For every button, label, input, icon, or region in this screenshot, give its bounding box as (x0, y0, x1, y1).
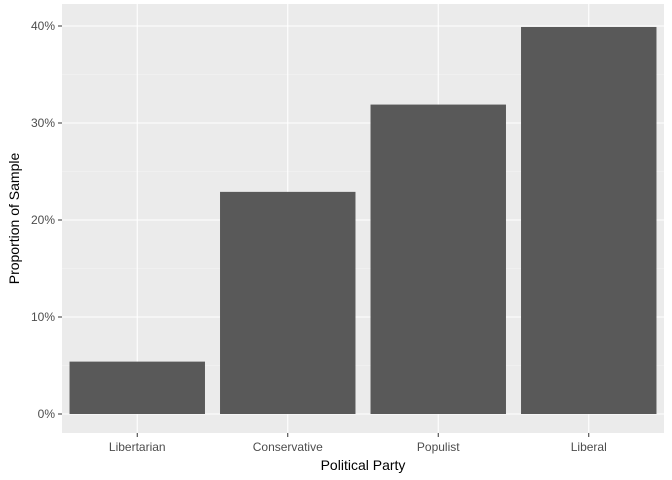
y-tick-label: 40% (31, 19, 55, 33)
x-axis: Libertarian Conservative Populist Liberal (109, 433, 607, 454)
y-tick-label: 30% (31, 116, 55, 130)
bar-populist (370, 104, 506, 414)
x-tick-label: Liberal (571, 440, 607, 454)
y-tick-label: 10% (31, 310, 55, 324)
bar-libertarian (69, 361, 205, 414)
x-axis-title: Political Party (321, 457, 406, 473)
bars (69, 26, 657, 414)
x-tick-label: Libertarian (109, 440, 166, 454)
bar-liberal (521, 26, 657, 414)
y-tick-label: 0% (38, 407, 56, 421)
y-axis: 0% 10% 20% 30% 40% (31, 19, 62, 421)
y-axis-title: Proportion of Sample (6, 153, 22, 285)
x-tick-label: Conservative (253, 440, 323, 454)
y-tick-label: 20% (31, 213, 55, 227)
bar-conservative (220, 191, 356, 414)
x-tick-label: Populist (417, 440, 460, 454)
